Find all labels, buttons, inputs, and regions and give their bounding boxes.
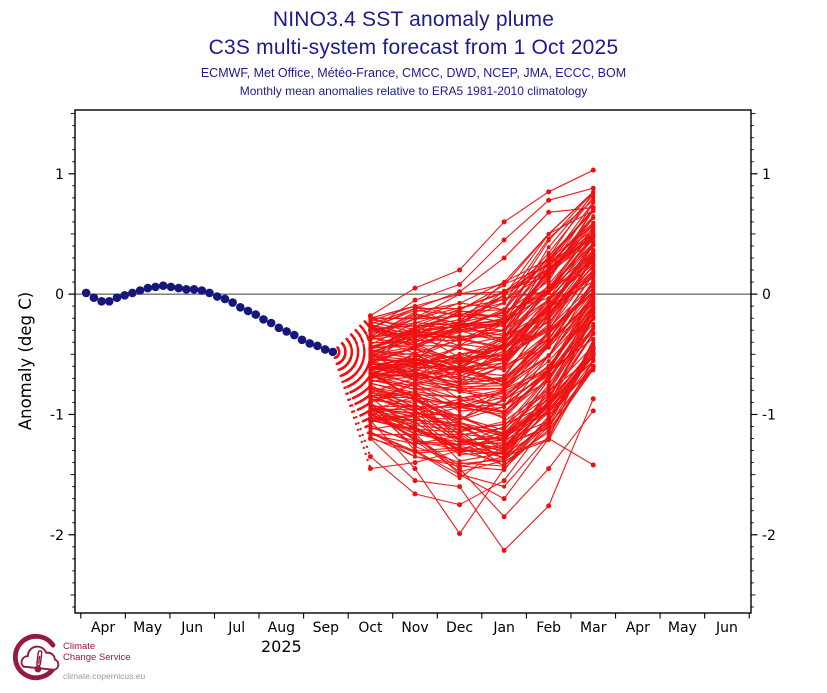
x-month-label: Jul xyxy=(227,620,245,636)
x-month-label: May xyxy=(133,620,162,636)
y-tick-label-right: 1 xyxy=(762,167,771,183)
x-month-label: Feb xyxy=(536,620,561,636)
chart-systems-line: ECMWF, Met Office, Météo-France, CMCC, D… xyxy=(200,66,627,80)
x-month-label: Mar xyxy=(580,620,607,636)
y-tick-label-left: 0 xyxy=(55,287,64,303)
x-month-label: Apr xyxy=(626,620,650,636)
chart-title: NINO3.4 SST anomaly plume xyxy=(272,8,555,31)
x-month-label: Aug xyxy=(268,620,295,636)
y-tick-label-left: 1 xyxy=(55,167,64,183)
x-axis-ticks xyxy=(80,613,750,619)
x-month-label: Dec xyxy=(446,620,473,636)
logo-ring xyxy=(12,633,58,681)
chart-note-line: Monthly mean anomalies relative to ERA5 … xyxy=(239,84,588,98)
y-tick-label-left: -2 xyxy=(50,528,64,544)
logo-text-change-service: Change Service xyxy=(63,652,131,663)
x-axis-year-label: 2025 xyxy=(261,637,302,656)
x-month-label: May xyxy=(668,620,697,636)
y-axis-tick-labels: 1 1 0 0 -1 -1 -2 -2 xyxy=(50,167,776,544)
y-tick-label-right: -2 xyxy=(762,528,776,544)
x-month-label: Jun xyxy=(180,620,203,636)
y-tick-label-right: -1 xyxy=(762,407,776,423)
observed-series xyxy=(81,281,338,357)
logo-text-climate: Climate xyxy=(63,641,96,652)
y-axis-title: Anomaly (deg C) xyxy=(16,292,35,430)
logo-thermometer xyxy=(34,650,43,673)
logo-url: climate.copernicus.eu xyxy=(63,671,146,681)
y-tick-label-right: 0 xyxy=(762,287,771,303)
x-month-label: Sep xyxy=(313,620,340,636)
x-month-label: Jun xyxy=(715,620,738,636)
y-axis-ticks xyxy=(68,113,758,608)
x-axis-month-labels: Apr May Jun Jul Aug Sep Oct Nov Dec Jan Feb Mar Apr M… xyxy=(91,620,738,636)
axes-frame xyxy=(74,109,752,614)
x-month-label: Oct xyxy=(358,620,383,636)
thermometer-mercury xyxy=(37,656,41,664)
y-tick-label-left: -1 xyxy=(50,407,64,423)
copernicus-c3s-logo: Climate Change Service climate.copernicu… xyxy=(12,627,242,691)
chart-subtitle: C3S multi-system forecast from 1 Oct 202… xyxy=(208,36,619,59)
x-month-label: Nov xyxy=(401,620,428,636)
thermometer-bulb xyxy=(34,665,42,673)
x-month-label: Apr xyxy=(91,620,115,636)
forecast-fan-lines xyxy=(331,314,372,470)
forecast-plume xyxy=(367,167,596,553)
c3s-logo-icon xyxy=(12,633,60,681)
x-month-label: Jan xyxy=(492,620,515,636)
